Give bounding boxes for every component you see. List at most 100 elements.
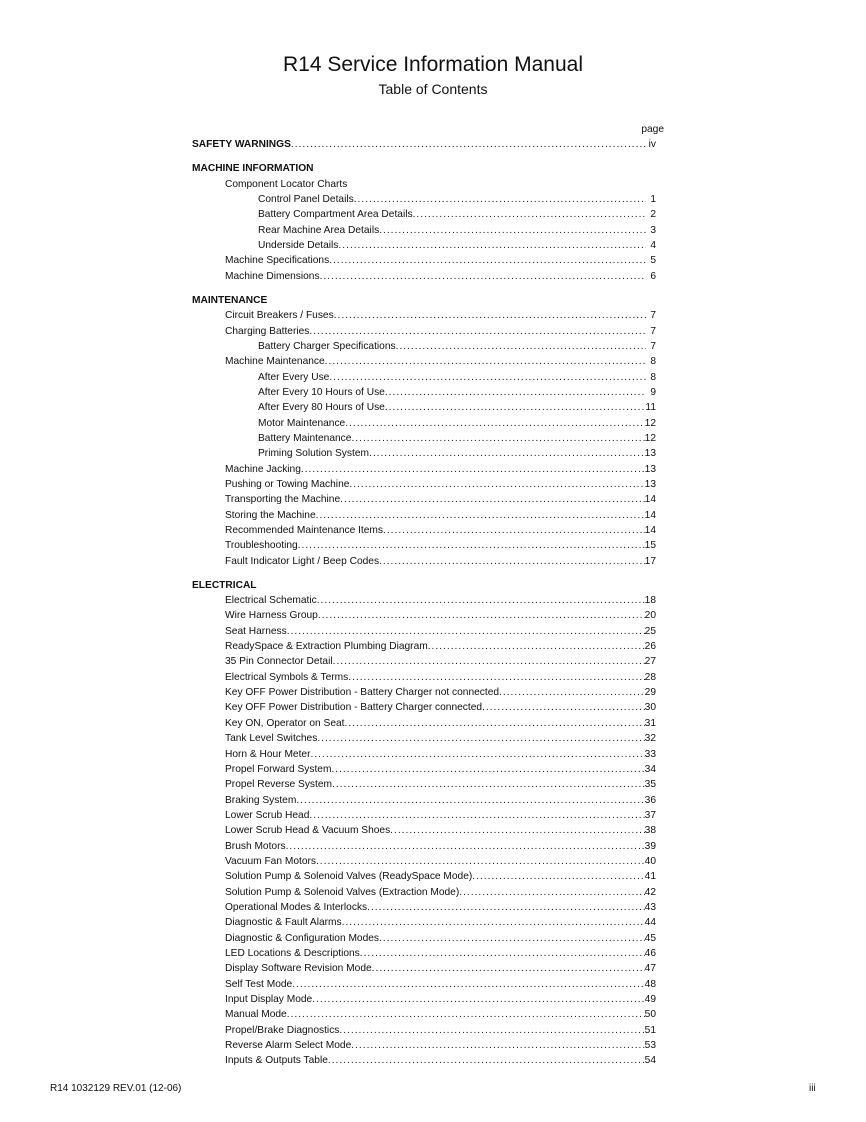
toc-entry-page: 48 bbox=[644, 978, 656, 990]
toc-entry[interactable]: Horn & Hour Meter 33 bbox=[192, 747, 664, 762]
toc-entry[interactable]: ReadySpace & Extraction Plumbing Diagram… bbox=[192, 639, 664, 654]
dot-leader bbox=[351, 431, 644, 446]
toc-entry[interactable]: Electrical Symbols & Terms 28 bbox=[192, 670, 664, 685]
toc-entry-title: Seat Harness bbox=[225, 625, 287, 637]
toc-entry[interactable]: Recommended Maintenance Items 14 bbox=[192, 523, 664, 538]
toc-entry-page: 26 bbox=[644, 641, 656, 653]
toc-section-heading[interactable]: SAFETY WARNINGS iv bbox=[192, 137, 664, 152]
toc-entry[interactable]: Machine Specifications 5 bbox=[192, 253, 664, 268]
toc-entry[interactable]: Key ON, Operator on Seat 31 bbox=[192, 716, 664, 731]
toc-entry[interactable]: Circuit Breakers / Fuses 7 bbox=[192, 308, 664, 323]
toc-entry[interactable]: Key OFF Power Distribution - Battery Cha… bbox=[192, 685, 664, 700]
toc-entry[interactable]: After Every 80 Hours of Use 11 bbox=[192, 400, 664, 415]
toc-entry[interactable]: Inputs & Outputs Table 54 bbox=[192, 1053, 664, 1068]
toc-entry[interactable]: Battery Maintenance 12 bbox=[192, 431, 664, 446]
toc-entry[interactable]: Key OFF Power Distribution - Battery Cha… bbox=[192, 700, 664, 715]
toc-entry-title: Electrical Symbols & Terms bbox=[225, 671, 349, 683]
toc-entry[interactable]: Vacuum Fan Motors 40 bbox=[192, 854, 664, 869]
toc-entry[interactable]: Input Display Mode 49 bbox=[192, 992, 664, 1007]
toc-entry[interactable]: Priming Solution System 13 bbox=[192, 446, 664, 461]
toc-entry-page: 27 bbox=[644, 656, 656, 668]
toc-entry[interactable]: Solution Pump & Solenoid Valves (ReadySp… bbox=[192, 869, 664, 884]
toc-entry[interactable]: Propel Forward System 34 bbox=[192, 762, 664, 777]
toc-entry-title: Brush Motors bbox=[225, 840, 286, 852]
dot-leader bbox=[329, 370, 646, 385]
toc-entry-page: 43 bbox=[644, 901, 656, 913]
toc-entry-page: 32 bbox=[644, 733, 656, 745]
toc-entry[interactable]: Self Test Mode 48 bbox=[192, 977, 664, 992]
dot-leader bbox=[317, 731, 644, 746]
toc-entry-page: 53 bbox=[644, 1040, 656, 1052]
toc-entries: SAFETY WARNINGS iv MACHINE INFORMATION Comp… bbox=[192, 137, 664, 1068]
toc-entry-page: 30 bbox=[644, 702, 656, 714]
toc-entry[interactable]: Tank Level Switches 32 bbox=[192, 731, 664, 746]
toc-entry-title: Electrical Schematic bbox=[225, 595, 317, 607]
dot-leader bbox=[334, 308, 646, 323]
toc-entry[interactable]: Machine Dimensions 6 bbox=[192, 269, 664, 284]
toc-entry-title: Horn & Hour Meter bbox=[225, 748, 311, 760]
toc-entry[interactable]: Propel/Brake Diagnostics 51 bbox=[192, 1023, 664, 1038]
toc-entry[interactable]: LED Locations & Descriptions 46 bbox=[192, 946, 664, 961]
toc-entry[interactable]: Diagnostic & Configuration Modes 45 bbox=[192, 931, 664, 946]
toc-entry-page: 29 bbox=[644, 687, 656, 699]
toc-entry-page: 13 bbox=[644, 478, 656, 490]
dot-leader bbox=[320, 269, 646, 284]
dot-leader bbox=[296, 793, 644, 808]
toc-entry-title: 35 Pin Connector Detail bbox=[225, 656, 333, 668]
toc-entry[interactable]: Underside Details 4 bbox=[192, 238, 664, 253]
toc-entry[interactable]: Control Panel Details 1 bbox=[192, 192, 664, 207]
toc-entry[interactable]: After Every 10 Hours of Use 9 bbox=[192, 385, 664, 400]
toc-entry-page: 51 bbox=[644, 1024, 656, 1036]
toc-entry[interactable]: Storing the Machine 14 bbox=[192, 508, 664, 523]
toc-entry[interactable]: Solution Pump & Solenoid Valves (Extract… bbox=[192, 885, 664, 900]
toc-entry[interactable]: Seat Harness 25 bbox=[192, 624, 664, 639]
toc-entry[interactable]: Braking System 36 bbox=[192, 793, 664, 808]
toc-entry-title: Rear Machine Area Details bbox=[258, 224, 380, 236]
toc-entry[interactable]: Manual Mode 50 bbox=[192, 1007, 664, 1022]
toc-entry-page: 14 bbox=[644, 509, 656, 521]
toc-entry[interactable]: Wire Harness Group 20 bbox=[192, 608, 664, 623]
dot-leader bbox=[286, 839, 645, 854]
toc-entry[interactable]: Diagnostic & Fault Alarms 44 bbox=[192, 915, 664, 930]
toc-entry[interactable]: Pushing or Towing Machine 13 bbox=[192, 477, 664, 492]
toc-entry[interactable]: Rear Machine Area Details 3 bbox=[192, 223, 664, 238]
toc-entry[interactable]: Lower Scrub Head & Vacuum Shoes 38 bbox=[192, 823, 664, 838]
toc-entry-page: 7 bbox=[650, 310, 656, 322]
toc-section-heading[interactable]: MACHINE INFORMATION bbox=[192, 161, 664, 176]
toc-entry-page: 6 bbox=[650, 270, 656, 282]
toc-entry[interactable]: Reverse Alarm Select Mode 53 bbox=[192, 1038, 664, 1053]
toc-entry-page: 31 bbox=[644, 717, 656, 729]
dot-leader bbox=[413, 207, 646, 222]
dot-leader bbox=[459, 885, 644, 900]
toc-section-heading[interactable]: MAINTENANCE bbox=[192, 293, 664, 308]
toc-entry[interactable]: Troubleshooting 15 bbox=[192, 538, 664, 553]
toc-entry-title: Pushing or Towing Machine bbox=[225, 478, 350, 490]
toc-entry-page: 49 bbox=[644, 994, 656, 1006]
toc-entry[interactable]: Lower Scrub Head 37 bbox=[192, 808, 664, 823]
toc-entry[interactable]: Electrical Schematic 18 bbox=[192, 593, 664, 608]
toc-section-heading[interactable]: ELECTRICAL bbox=[192, 578, 664, 593]
dot-leader bbox=[329, 253, 646, 268]
toc-entry[interactable]: Battery Charger Specifications 7 bbox=[192, 339, 664, 354]
toc-entry[interactable]: Fault Indicator Light / Beep Codes 17 bbox=[192, 554, 664, 569]
toc-entry[interactable]: Machine Maintenance 8 bbox=[192, 354, 664, 369]
toc-entry[interactable]: Component Locator Charts bbox=[192, 177, 664, 192]
toc-entry[interactable]: Operational Modes & Interlocks 43 bbox=[192, 900, 664, 915]
toc-entry[interactable]: 35 Pin Connector Detail 27 bbox=[192, 654, 664, 669]
toc-entry-title: Wire Harness Group bbox=[225, 610, 318, 622]
toc-entry-title: MACHINE INFORMATION bbox=[192, 163, 314, 175]
toc-entry-title: Lower Scrub Head & Vacuum Shoes bbox=[225, 825, 391, 837]
toc-entry[interactable]: Motor Maintenance 12 bbox=[192, 416, 664, 431]
toc-entry[interactable]: After Every Use 8 bbox=[192, 370, 664, 385]
toc-entry-page: 47 bbox=[644, 963, 656, 975]
page-column-label: page bbox=[641, 124, 664, 135]
toc-entry-title: Diagnostic & Configuration Modes bbox=[225, 932, 380, 944]
toc-entry[interactable]: Brush Motors 39 bbox=[192, 839, 664, 854]
dot-leader bbox=[333, 654, 645, 669]
toc-entry[interactable]: Charging Batteries 7 bbox=[192, 324, 664, 339]
toc-entry[interactable]: Transporting the Machine 14 bbox=[192, 492, 664, 507]
toc-entry[interactable]: Machine Jacking 13 bbox=[192, 462, 664, 477]
toc-entry[interactable]: Propel Reverse System 35 bbox=[192, 777, 664, 792]
toc-entry[interactable]: Display Software Revision Mode 47 bbox=[192, 961, 664, 976]
toc-entry[interactable]: Battery Compartment Area Details 2 bbox=[192, 207, 664, 222]
